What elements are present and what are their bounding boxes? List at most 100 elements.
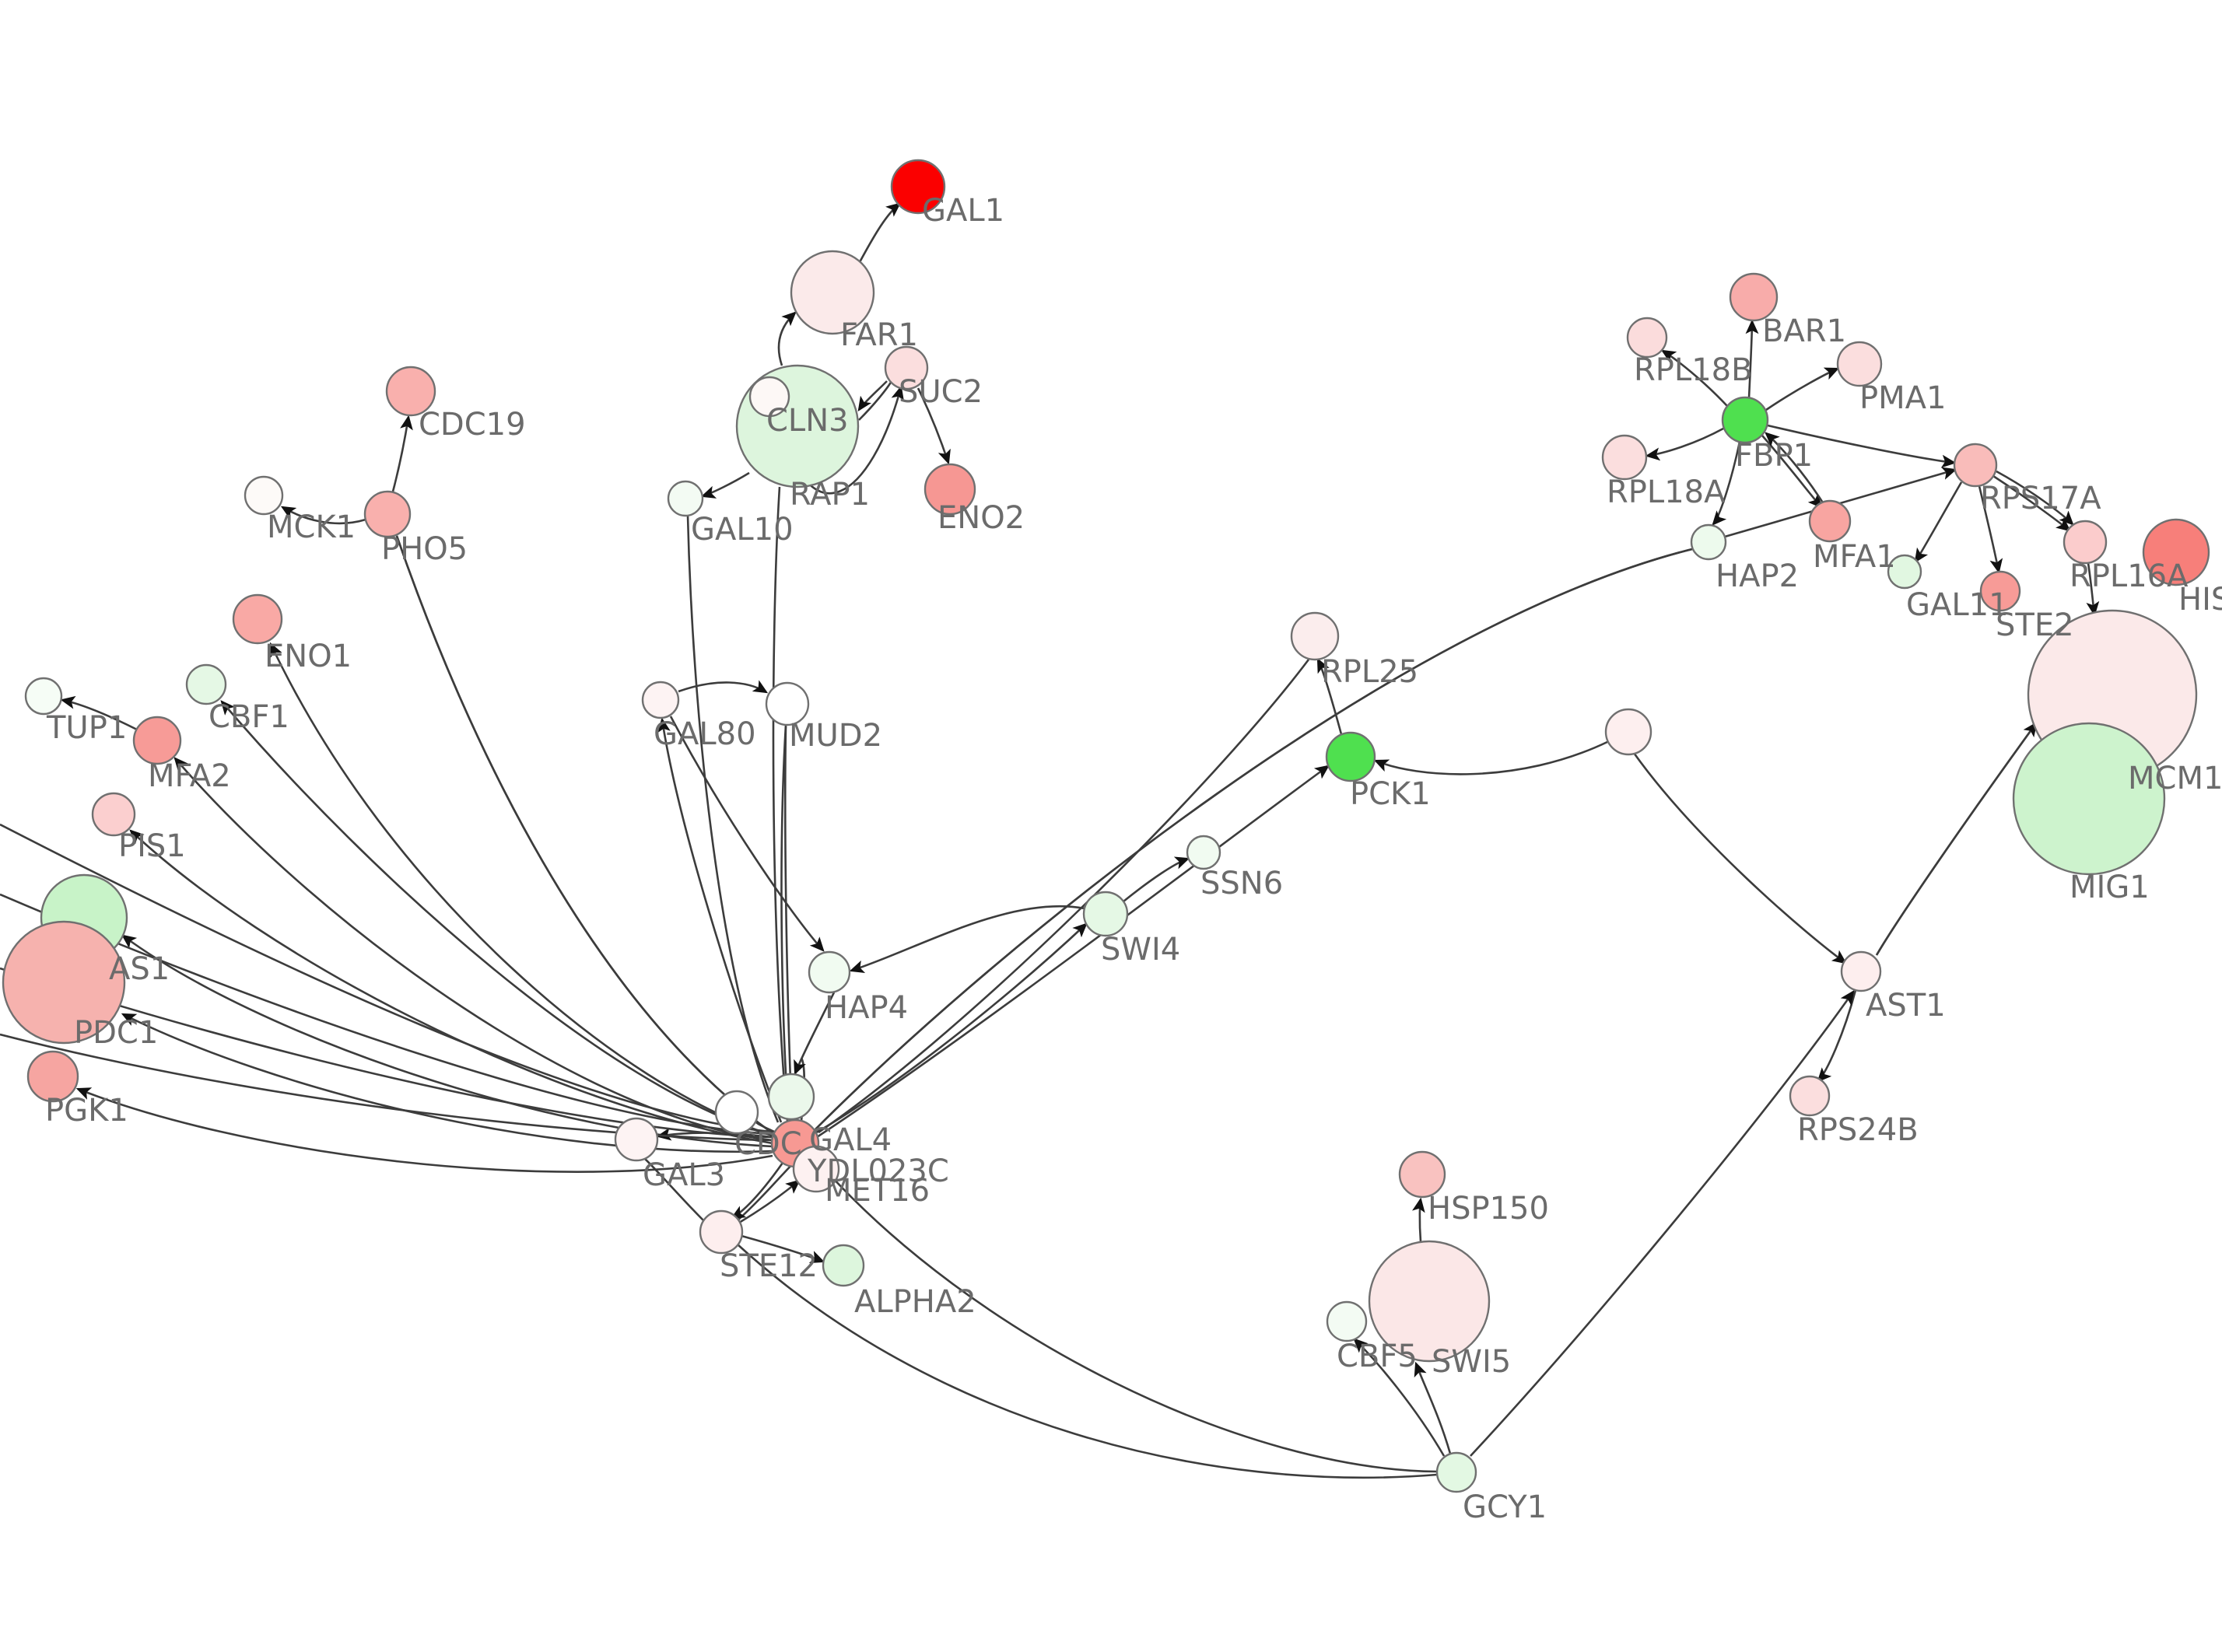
node-circle-HAP2[interactable] <box>1690 523 1727 561</box>
node-circle-PMA1[interactable] <box>1836 341 1883 387</box>
node-CDC19[interactable] <box>385 366 436 417</box>
node-circle-MIG1[interactable] <box>2012 722 2166 876</box>
node-circle-HSP150[interactable] <box>1398 1150 1446 1199</box>
node-AST1[interactable] <box>1840 950 1882 992</box>
node-PGK1[interactable] <box>26 1050 79 1103</box>
node-circle-MFA1[interactable] <box>1808 499 1852 543</box>
node-YDL023C[interactable] <box>792 1145 840 1193</box>
node-RPL25[interactable] <box>1290 611 1340 661</box>
node-circle-MUD2[interactable] <box>765 681 810 726</box>
node-circle-YDL023C[interactable] <box>792 1145 840 1193</box>
edge-RPS17A-to-STE2 <box>1978 485 2003 574</box>
node-GAL1[interactable] <box>890 159 946 215</box>
node-RPL18B[interactable] <box>1626 317 1668 359</box>
node-circle-GAL11[interactable] <box>1887 554 1922 590</box>
node-circle-RPL18A[interactable] <box>1601 434 1648 481</box>
node-circle-PGK1[interactable] <box>26 1050 79 1103</box>
node-circle-TUP1[interactable] <box>24 677 63 716</box>
node-circle-MFA2[interactable] <box>132 716 182 765</box>
node-PIS1[interactable] <box>91 792 136 837</box>
node-SWI4[interactable] <box>1082 891 1129 937</box>
node-RPL16A[interactable] <box>2063 520 2108 565</box>
node-circle-MCK1[interactable] <box>244 475 284 516</box>
node-FBP1[interactable] <box>1721 396 1769 444</box>
node-circle-HAP4[interactable] <box>808 950 851 994</box>
node-circle-PCK1[interactable] <box>1325 731 1376 782</box>
node-FAR1[interactable] <box>790 250 875 335</box>
node-circle-FAR1[interactable] <box>790 250 875 335</box>
node-STE2[interactable] <box>1979 570 2021 612</box>
node-ENO1[interactable] <box>232 593 283 645</box>
node-PCK1[interactable] <box>1325 731 1376 782</box>
node-circle-RPL18B[interactable] <box>1626 317 1668 359</box>
node-MIG1[interactable] <box>2012 722 2166 876</box>
node-BAR1[interactable] <box>1729 272 1779 322</box>
node-circle-FBP1[interactable] <box>1721 396 1769 444</box>
node-circle-CBF5[interactable] <box>1326 1300 1368 1342</box>
node-MUD2[interactable] <box>765 681 810 726</box>
node-GAL3[interactable] <box>614 1117 659 1162</box>
node-TUP1[interactable] <box>24 677 63 716</box>
node-circle-CDC39[interactable] <box>714 1090 759 1135</box>
node-GAL11[interactable] <box>1887 554 1922 590</box>
node-circle-GCY1[interactable] <box>1435 1451 1477 1493</box>
node-circle-ALPHA2[interactable] <box>822 1244 865 1287</box>
node-HIS4[interactable] <box>2142 518 2210 586</box>
node-CDC39[interactable] <box>714 1090 759 1135</box>
node-GAL80[interactable] <box>641 681 680 719</box>
node-circle-STE2[interactable] <box>1979 570 2021 612</box>
node-RPS17A[interactable] <box>1953 443 1998 488</box>
node-circle-SUC2[interactable] <box>884 345 929 390</box>
node-CBF1[interactable] <box>185 663 227 705</box>
node-circle-GAL80[interactable] <box>641 681 680 719</box>
node-SWI5[interactable] <box>1368 1240 1491 1363</box>
node-RAP1[interactable] <box>748 376 790 418</box>
node-circle-ENO2[interactable] <box>923 463 976 516</box>
node-circle-RAP1[interactable] <box>748 376 790 418</box>
node-circle-RPL16A[interactable] <box>2063 520 2108 565</box>
node-circle-RPL25_SRC[interactable] <box>1604 708 1652 756</box>
node-circle-SWI4[interactable] <box>1082 891 1129 937</box>
node-STE12[interactable] <box>699 1209 744 1255</box>
node-circle-STE12[interactable] <box>699 1209 744 1255</box>
node-MET16[interactable] <box>767 1073 815 1121</box>
node-RPL25_SRC[interactable] <box>1604 708 1652 756</box>
node-circle-PDC1[interactable] <box>2 920 126 1045</box>
node-CBF5[interactable] <box>1326 1300 1368 1342</box>
node-circle-HIS4[interactable] <box>2142 518 2210 586</box>
node-GCY1[interactable] <box>1435 1451 1477 1493</box>
node-HAP2[interactable] <box>1690 523 1727 561</box>
node-SSN6[interactable] <box>1186 835 1221 870</box>
node-circle-ENO1[interactable] <box>232 593 283 645</box>
node-ENO2[interactable] <box>923 463 976 516</box>
node-MFA1[interactable] <box>1808 499 1852 543</box>
node-RPL18A[interactable] <box>1601 434 1648 481</box>
node-SUC2[interactable] <box>884 345 929 390</box>
node-circle-BAR1[interactable] <box>1729 272 1779 322</box>
node-GAL10[interactable] <box>667 480 704 517</box>
node-circle-RPL25[interactable] <box>1290 611 1340 661</box>
node-circle-CBF1[interactable] <box>185 663 227 705</box>
node-circle-CDC19[interactable] <box>385 366 436 417</box>
node-PHO5[interactable] <box>363 490 412 538</box>
node-circle-RPS17A[interactable] <box>1953 443 1998 488</box>
node-circle-GAL3[interactable] <box>614 1117 659 1162</box>
node-circle-GAL1[interactable] <box>890 159 946 215</box>
node-circle-SWI5[interactable] <box>1368 1240 1491 1363</box>
node-circle-SSN6[interactable] <box>1186 835 1221 870</box>
node-circle-AST1[interactable] <box>1840 950 1882 992</box>
node-circle-GAL10[interactable] <box>667 480 704 517</box>
node-circle-PIS1[interactable] <box>91 792 136 837</box>
node-RPS24B[interactable] <box>1789 1075 1831 1117</box>
node-HSP150[interactable] <box>1398 1150 1446 1199</box>
node-HAP4[interactable] <box>808 950 851 994</box>
node-ALPHA2[interactable] <box>822 1244 865 1287</box>
node-MCK1[interactable] <box>244 475 284 516</box>
node-PDC1[interactable] <box>2 920 126 1045</box>
node-circle-PHO5[interactable] <box>363 490 412 538</box>
node-circle-MET16[interactable] <box>767 1073 815 1121</box>
node-PMA1[interactable] <box>1836 341 1883 387</box>
node-circle-RPS24B[interactable] <box>1789 1075 1831 1117</box>
node-MFA2[interactable] <box>132 716 182 765</box>
